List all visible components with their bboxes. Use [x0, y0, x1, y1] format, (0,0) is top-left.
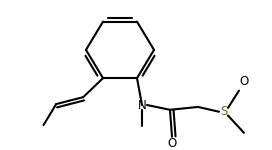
Text: N: N [138, 99, 146, 111]
Text: O: O [239, 75, 249, 88]
Text: S: S [220, 105, 228, 118]
Text: O: O [167, 137, 177, 150]
